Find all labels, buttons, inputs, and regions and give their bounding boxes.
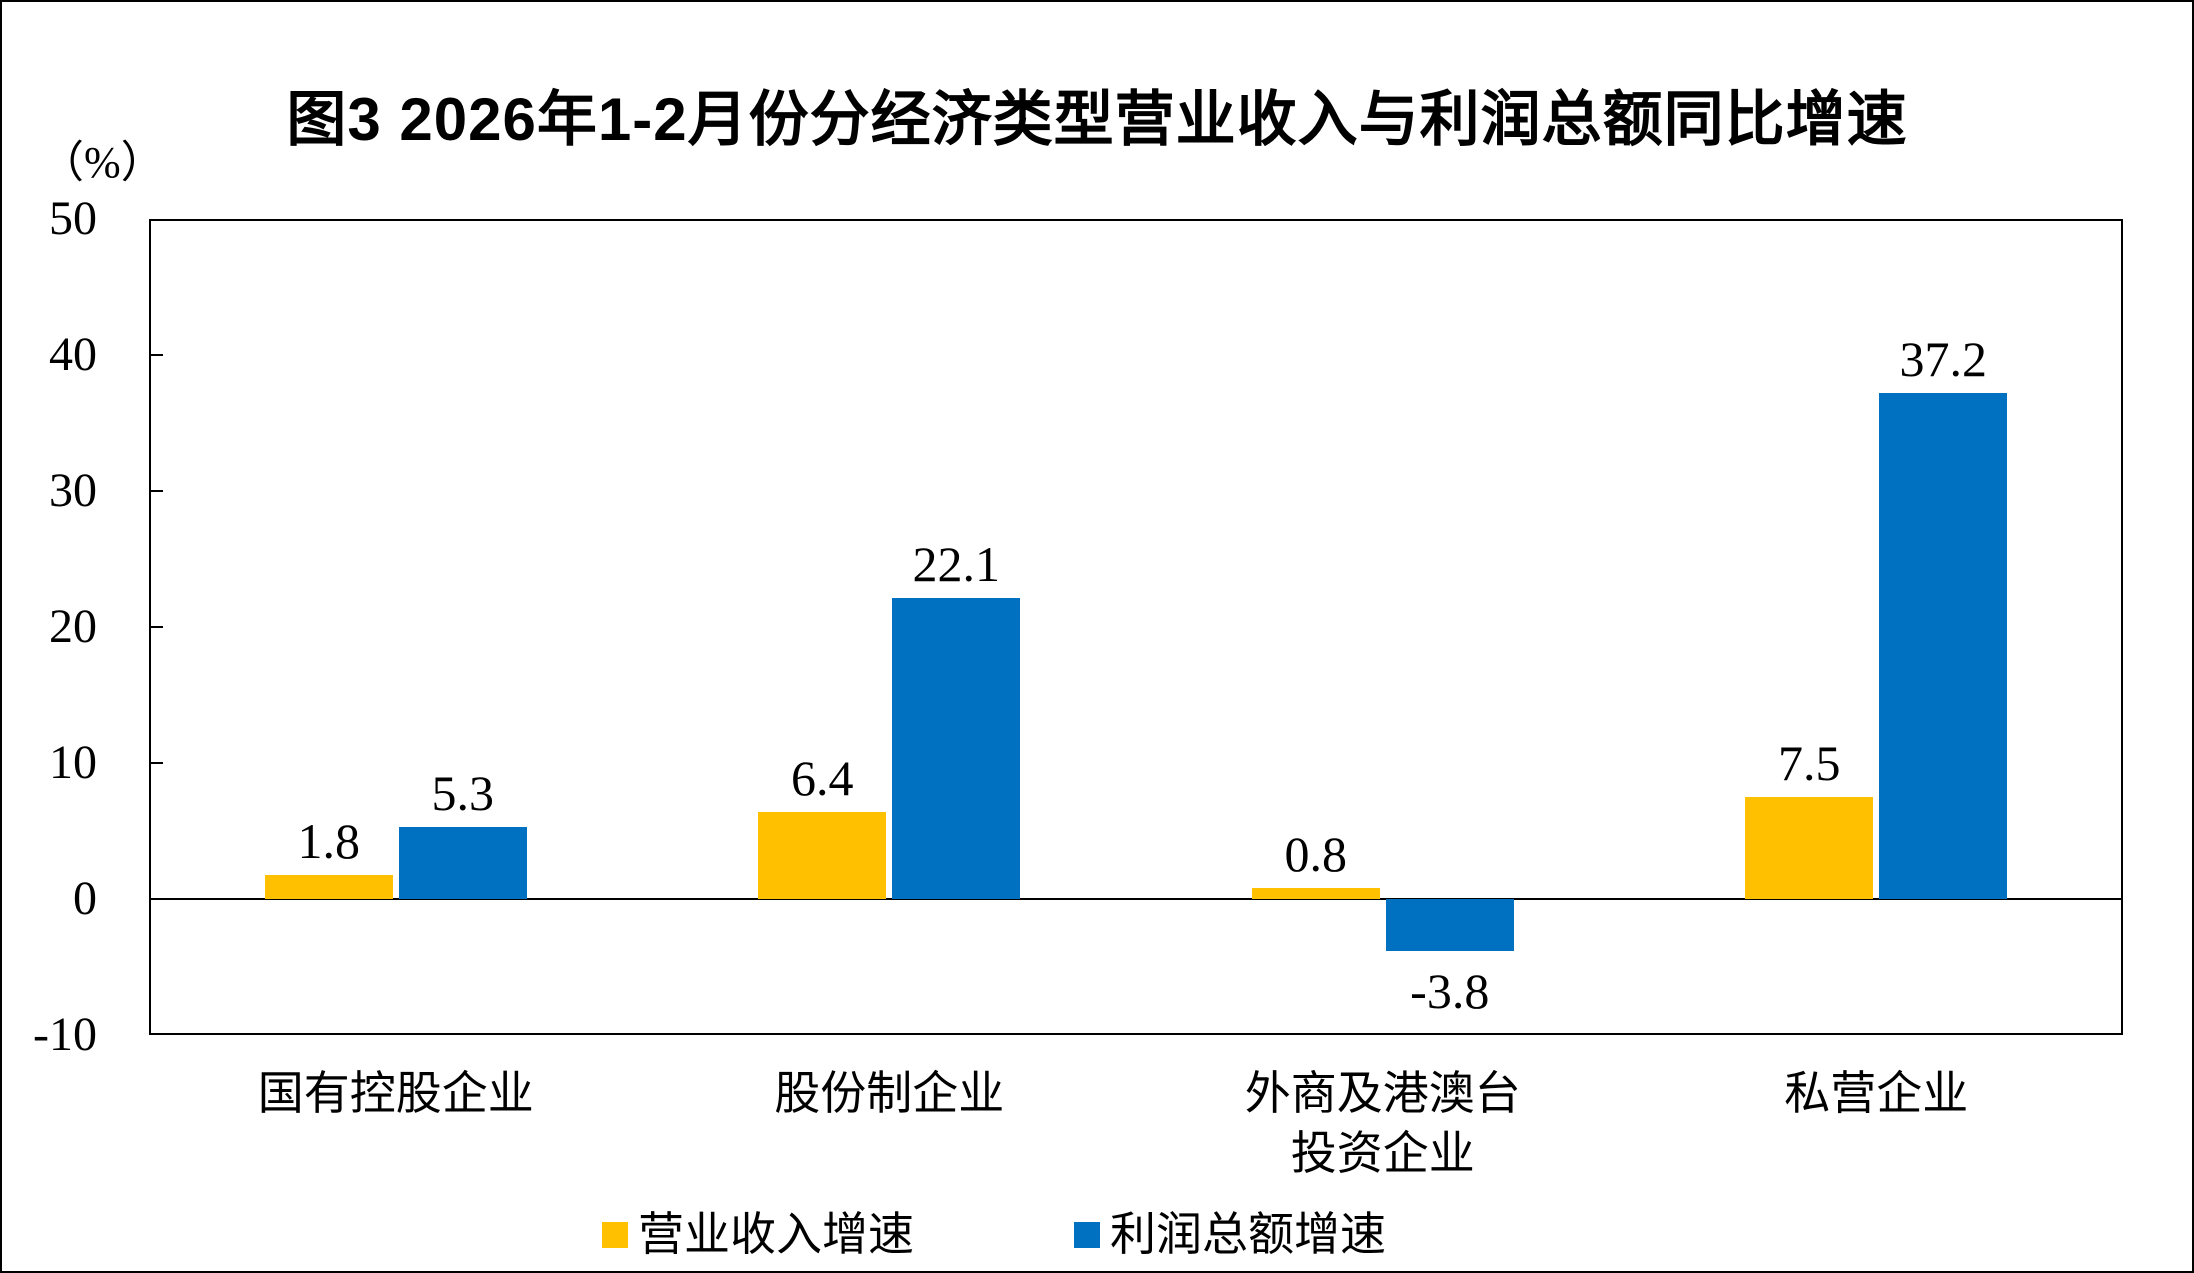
y-axis-tick-mark <box>149 354 163 356</box>
zero-axis-line <box>149 898 2123 900</box>
bar-value-label: 37.2 <box>1899 331 1988 388</box>
y-axis-tick-label: 10 <box>49 736 97 789</box>
x-axis-category-label: 私营企业 <box>1784 1068 1969 1119</box>
x-axis-category-label: 外商及港澳台 投资企业 <box>1244 1068 1521 1179</box>
legend-marker-icon <box>1074 1222 1100 1248</box>
bar-profit <box>1879 393 2008 899</box>
y-axis-tick-label: 50 <box>49 192 97 245</box>
y-axis-tick-label: -10 <box>33 1008 97 1061</box>
legend-label: 利润总额增速 <box>1110 1209 1386 1260</box>
legend: 营业收入增速 利润总额增速 <box>602 1204 1386 1266</box>
bar-value-label: 5.3 <box>431 764 495 821</box>
y-axis-tick-label: 0 <box>73 872 97 925</box>
bar-value-label: -3.8 <box>1410 962 1490 1019</box>
y-axis-tick-mark <box>149 626 163 628</box>
y-axis-tick-mark <box>149 490 163 492</box>
bar-value-label: 7.5 <box>1778 735 1841 791</box>
x-axis-category-label: 股份制企业 <box>774 1068 1005 1119</box>
y-axis-unit-label: （%） <box>40 138 165 187</box>
bar-revenue <box>758 811 887 899</box>
x-axis-category-label: 国有控股企业 <box>257 1068 534 1119</box>
bar-profit <box>1385 899 1514 951</box>
legend-entry-revenue: 营业收入增速 <box>602 1209 914 1261</box>
chart-title: 图3 2026年1-2月份分经济类型营业收入与利润总额同比增速 <box>286 86 1908 153</box>
bar-profit <box>398 826 527 899</box>
legend-marker-icon <box>602 1222 628 1248</box>
bar-revenue <box>1251 888 1380 899</box>
y-axis-tick-label: 20 <box>49 600 97 653</box>
plot-area <box>149 219 2123 1035</box>
bar-profit <box>892 598 1021 899</box>
y-axis-tick-label: 30 <box>49 464 97 517</box>
legend-entry-profit: 利润总额增速 <box>1074 1209 1386 1261</box>
y-axis-tick-label: 40 <box>49 328 97 381</box>
bar-value-label: 0.8 <box>1284 826 1348 883</box>
bar-value-label: 22.1 <box>912 536 1001 593</box>
bar-revenue <box>1745 797 1874 899</box>
bar-value-label: 6.4 <box>791 749 854 806</box>
bar-value-label: 1.8 <box>297 812 361 869</box>
legend-label: 营业收入增速 <box>638 1209 914 1260</box>
y-axis-tick-mark <box>149 762 163 764</box>
bar-revenue <box>264 874 393 899</box>
